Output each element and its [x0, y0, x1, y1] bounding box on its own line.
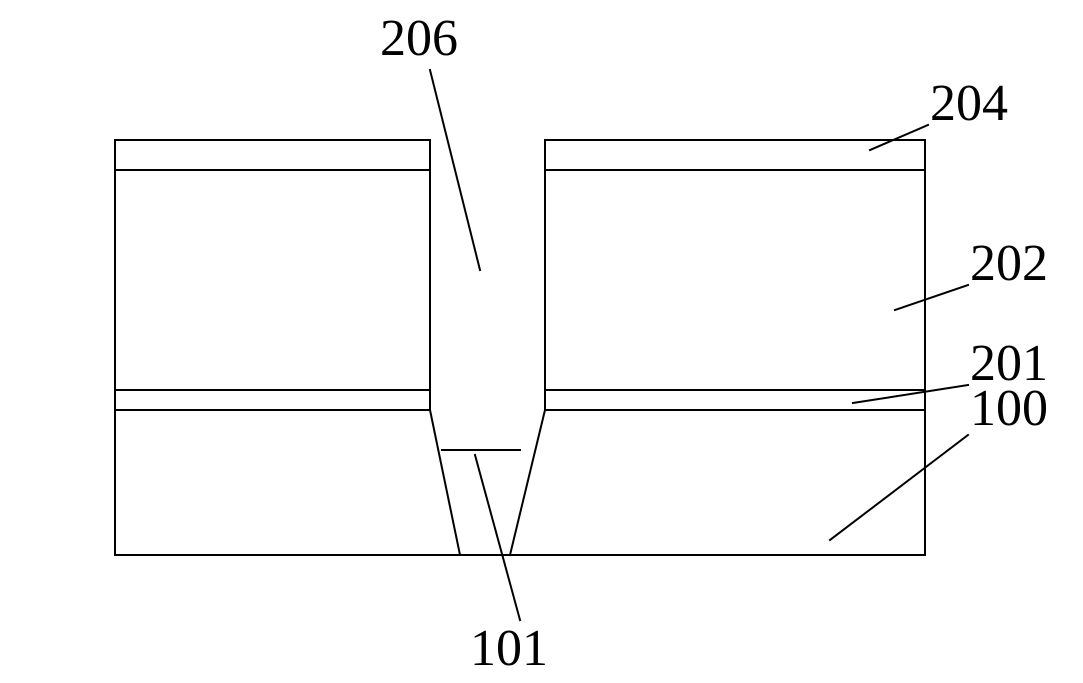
trench-wall-left-taper [430, 410, 460, 555]
label-l101: 101 [470, 620, 548, 677]
label-l100: 100 [970, 380, 1048, 437]
leader-l202 [895, 285, 968, 310]
leader-l201 [853, 385, 968, 403]
trench-wall-right-taper [510, 410, 545, 555]
label-l204: 204 [930, 75, 1008, 132]
leader-l204 [870, 125, 928, 150]
leader-l100 [830, 435, 968, 540]
label-l206: 206 [380, 10, 458, 67]
label-l202: 202 [970, 235, 1048, 292]
leader-l206 [430, 70, 480, 270]
